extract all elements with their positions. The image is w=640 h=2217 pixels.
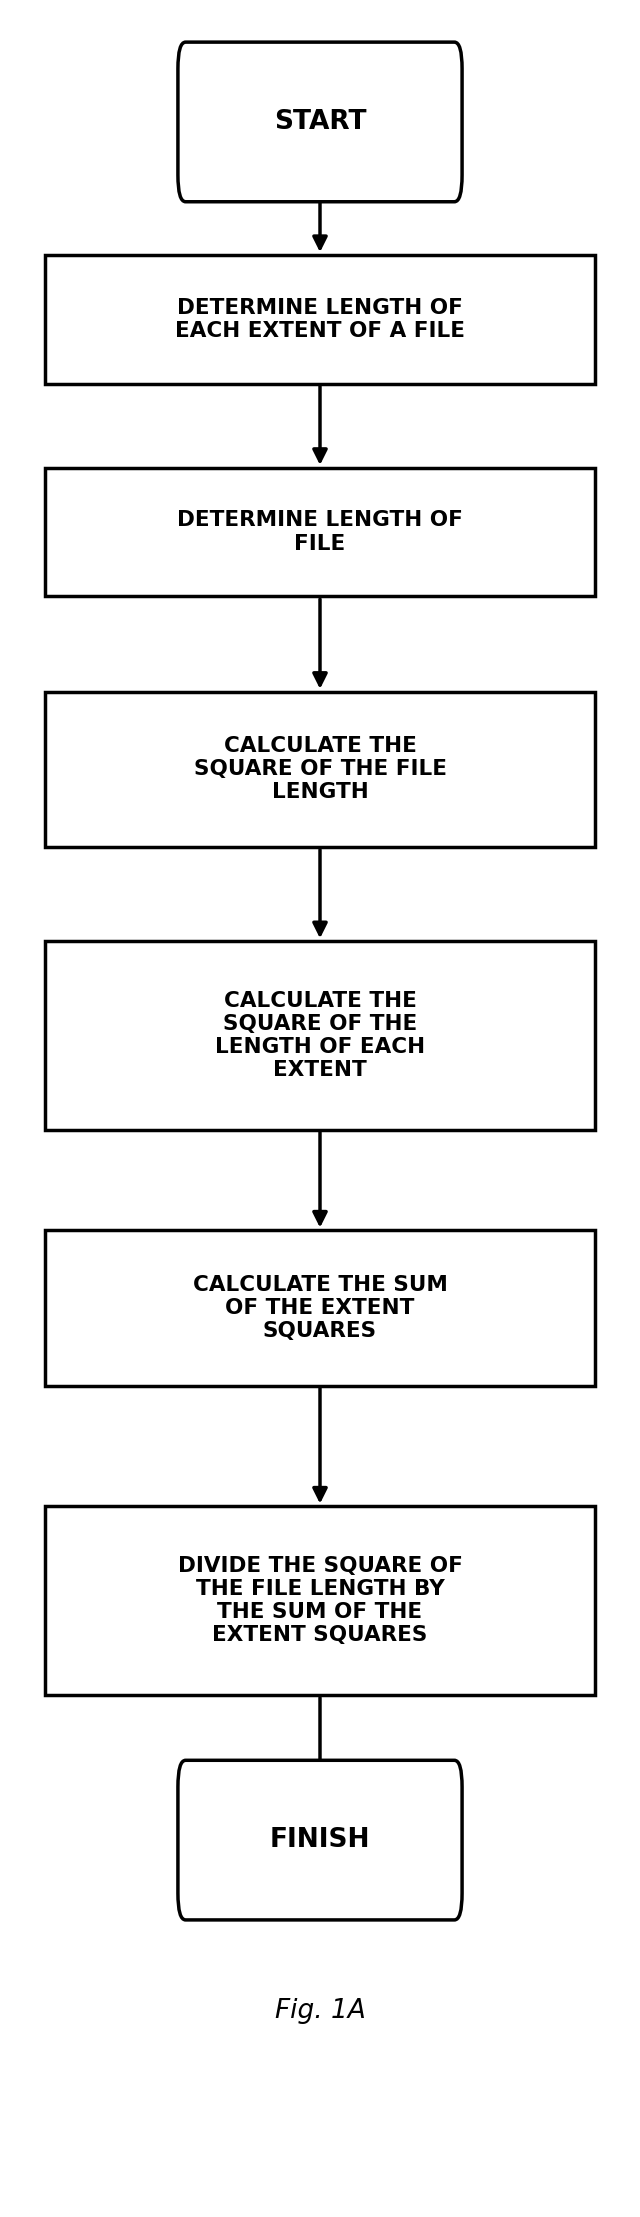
Bar [45,255,595,384]
Text: DETERMINE LENGTH OF
EACH EXTENT OF A FILE: DETERMINE LENGTH OF EACH EXTENT OF A FIL… [175,297,465,341]
Text: CALCULATE THE
SQUARE OF THE
LENGTH OF EACH
EXTENT: CALCULATE THE SQUARE OF THE LENGTH OF EA… [215,991,425,1080]
FancyBboxPatch shape [178,42,462,202]
Text: CALCULATE THE SUM
OF THE EXTENT
SQUARES: CALCULATE THE SUM OF THE EXTENT SQUARES [193,1275,447,1341]
Text: DETERMINE LENGTH OF
FILE: DETERMINE LENGTH OF FILE [177,510,463,554]
Bar [45,940,595,1128]
Text: CALCULATE THE
SQUARE OF THE FILE
LENGTH: CALCULATE THE SQUARE OF THE FILE LENGTH [193,736,447,803]
Bar [45,1230,595,1386]
FancyBboxPatch shape [178,1760,462,1920]
Bar [45,1508,595,1694]
Text: DIVIDE THE SQUARE OF
THE FILE LENGTH BY
THE SUM OF THE
EXTENT SQUARES: DIVIDE THE SQUARE OF THE FILE LENGTH BY … [177,1556,463,1645]
Text: START: START [274,109,366,135]
Bar [45,692,595,847]
Text: Fig. 1A: Fig. 1A [275,1998,365,2024]
Text: FINISH: FINISH [269,1827,371,1853]
Bar [45,468,595,596]
